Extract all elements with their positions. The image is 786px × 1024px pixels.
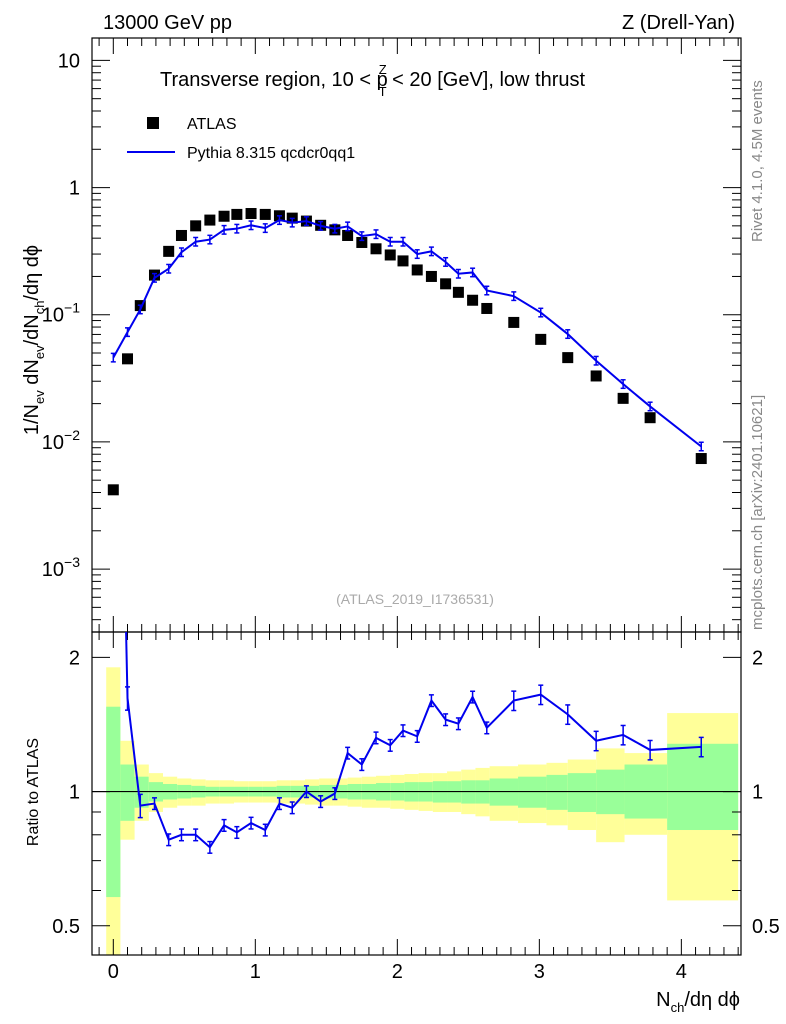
atlas-data-point <box>644 412 656 424</box>
main-y-tick-label: 10−2 <box>42 427 80 454</box>
atlas-data-point <box>384 249 396 261</box>
band-inner <box>546 774 568 810</box>
atlas-data-point <box>175 229 187 241</box>
plot-title-tail: < 20 [GeV], low thrust <box>387 69 586 91</box>
atlas-data-point <box>342 229 354 241</box>
analysis-watermark: (ATLAS_2019_I1736531) <box>336 591 494 607</box>
plot-title: Transverse region, 10 < pZ T < 20 [GeV], … <box>160 62 585 99</box>
main-y-tick-label: 10 <box>58 50 80 72</box>
atlas-data-point <box>218 210 230 222</box>
ratio-y-tick-label-right: 0.5 <box>752 916 780 938</box>
process-label: Z (Drell-Yan) <box>622 12 735 34</box>
atlas-data-point <box>370 243 382 255</box>
atlas-data-point <box>231 208 243 220</box>
pythia-line <box>112 219 702 448</box>
atlas-data-point <box>356 236 368 248</box>
x-axis-label: Nch/dη dϕ <box>656 989 740 1015</box>
atlas-data-point <box>190 220 202 232</box>
ratio-y-tick-label-left: 1 <box>69 782 80 804</box>
ratio-panel <box>92 667 741 955</box>
band-inner <box>667 743 739 831</box>
atlas-data-point <box>467 294 479 306</box>
atlas-data-point <box>440 278 452 290</box>
rivet-label: Rivet 4.1.0, 4.5M events <box>749 80 766 242</box>
atlas-data-point <box>397 255 409 267</box>
legend-data-marker <box>147 117 159 129</box>
ratio-y-tick-label-right: 1 <box>752 782 763 804</box>
main-ylabel: 1/Nev dNev/dNch/dη dϕ <box>21 245 47 435</box>
ratio-frame <box>91 631 742 956</box>
x-tick-label: 1 <box>250 961 261 983</box>
mcplots-label: mcplots.cern.ch [arXiv:2401.10621] <box>749 395 766 630</box>
atlas-data-point <box>425 270 437 282</box>
band-inner <box>106 706 121 898</box>
atlas-data-point <box>508 316 520 328</box>
band-inner <box>518 776 547 808</box>
atlas-data-point <box>411 264 423 276</box>
main-series <box>107 208 707 496</box>
atlas-data-point <box>695 453 707 465</box>
atlas-data-point <box>204 214 216 226</box>
atlas-data-point <box>535 333 547 345</box>
ratio-ylabel: Ratio to ATLAS <box>25 738 42 846</box>
x-tick-label: 4 <box>676 961 687 983</box>
main-axes: 10 1 10−1 10−2 10−3 <box>42 37 742 633</box>
main-y-tick-label: 1 <box>69 178 80 200</box>
atlas-data-point <box>245 208 257 220</box>
energy-label: 13000 GeV pp <box>103 12 232 34</box>
atlas-data-point <box>452 286 464 298</box>
ratio-y-tick-label-left: 2 <box>69 647 80 669</box>
ratio-y-tick-label-right: 2 <box>752 647 763 669</box>
band-inner <box>120 764 135 821</box>
ratio-axes: 2 2 1 1 0.5 0.5 0 1 2 3 4 <box>52 631 780 983</box>
atlas-data-point <box>590 370 602 382</box>
atlas-data-point <box>562 352 574 364</box>
main-y-tick-label: 10−1 <box>42 300 80 327</box>
x-tick-label: 3 <box>534 961 545 983</box>
plot-title-main: Transverse region, 10 < p <box>160 69 388 91</box>
legend-mc-label: Pythia 8.315 qcdcr0qq1 <box>187 145 355 162</box>
legend-data-label: ATLAS <box>187 116 237 133</box>
plot-title-sup: Z <box>379 62 387 77</box>
atlas-data-point <box>617 392 629 404</box>
x-tick-label: 2 <box>392 961 403 983</box>
atlas-data-point <box>122 353 134 365</box>
ratio-y-tick-label-left: 0.5 <box>52 916 80 938</box>
plot-title-sub: T <box>379 84 387 99</box>
band-inner <box>567 773 597 812</box>
atlas-data-point <box>259 208 271 220</box>
atlas-data-point <box>163 245 175 257</box>
atlas-data-point <box>481 302 493 314</box>
atlas-data-point <box>107 484 119 496</box>
x-tick-label: 0 <box>108 961 119 983</box>
main-y-tick-label: 10−3 <box>42 554 80 581</box>
ratio-series <box>125 631 704 854</box>
